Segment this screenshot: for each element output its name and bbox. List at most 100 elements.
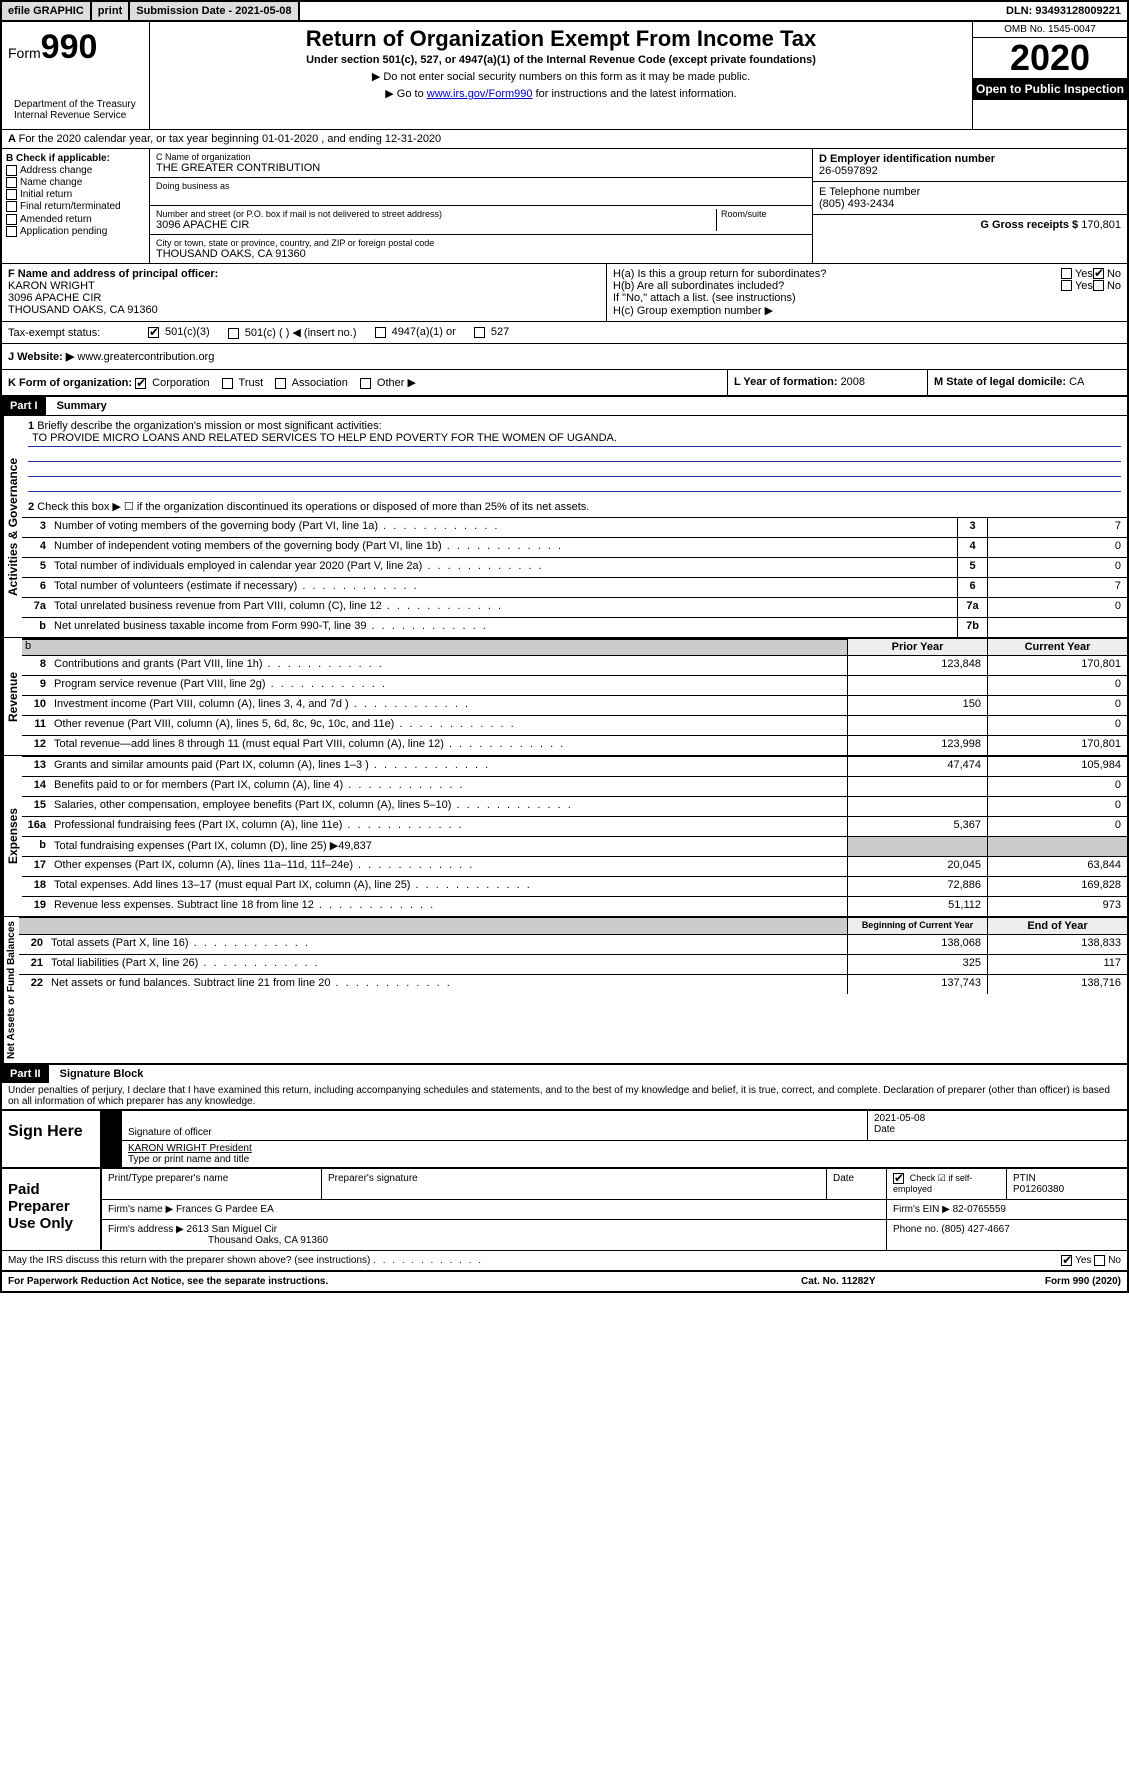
- header-right: OMB No. 1545-0047 2020 Open to Public In…: [972, 22, 1127, 129]
- sig-date: 2021-05-08: [874, 1113, 1121, 1124]
- ha-no-checkbox[interactable]: [1093, 268, 1104, 279]
- l-label: L Year of formation:: [734, 376, 841, 388]
- submission-date: Submission Date - 2021-05-08: [130, 2, 299, 20]
- summary-line: 4Number of independent voting members of…: [22, 537, 1127, 557]
- officer-name: KARON WRIGHT: [8, 280, 600, 292]
- summary-line: 16aProfessional fundraising fees (Part I…: [22, 816, 1127, 836]
- k-label: K Form of organization:: [8, 377, 132, 389]
- box-m: M State of legal domicile: CA: [927, 370, 1127, 395]
- box-b: B Check if applicable: Address changeNam…: [2, 149, 150, 263]
- form-title: Return of Organization Exempt From Incom…: [160, 26, 962, 52]
- prior-year-header: Prior Year: [847, 639, 987, 655]
- box-b-option[interactable]: Name change: [6, 177, 145, 188]
- dln: DLN: 93493128009221: [300, 2, 1127, 20]
- summary-line: 11Other revenue (Part VIII, column (A), …: [22, 715, 1127, 735]
- box-b-option[interactable]: Amended return: [6, 214, 145, 225]
- form-header: Form990 Department of the Treasury Inter…: [2, 22, 1127, 129]
- discuss-no-checkbox[interactable]: [1094, 1255, 1105, 1266]
- box-l: L Year of formation: 2008: [727, 370, 927, 395]
- line2-text: Check this box ▶ ☐ if the organization d…: [37, 501, 589, 513]
- cat-no: Cat. No. 11282Y: [801, 1276, 981, 1287]
- form-container: Form990 Department of the Treasury Inter…: [0, 22, 1129, 1293]
- box-k: K Form of organization: Corporation Trus…: [2, 370, 727, 395]
- summary-line: 21Total liabilities (Part X, line 26)325…: [19, 954, 1127, 974]
- mission-text: TO PROVIDE MICRO LOANS AND RELATED SERVI…: [28, 432, 1121, 447]
- ptin-label: PTIN: [1013, 1173, 1121, 1184]
- form-id-block: Form990 Department of the Treasury Inter…: [2, 22, 150, 129]
- prep-date-label: Date: [827, 1169, 887, 1199]
- firm-addr-label: Firm's address ▶: [108, 1224, 184, 1235]
- part2-title: Signature Block: [52, 1065, 152, 1083]
- part1-header: Part I: [2, 397, 46, 415]
- form-org-option[interactable]: Association: [275, 377, 348, 389]
- vlabel-expenses: Expenses: [2, 756, 22, 916]
- form-word: Form: [8, 45, 41, 61]
- l-val: 2008: [841, 376, 865, 388]
- hb-no-checkbox[interactable]: [1093, 280, 1104, 291]
- form-org-option[interactable]: Trust: [222, 377, 264, 389]
- summary-line: 15Salaries, other compensation, employee…: [22, 796, 1127, 816]
- tax-status-option[interactable]: 501(c) ( ) ◀ (insert no.): [228, 326, 357, 339]
- tax-status-option[interactable]: 4947(a)(1) or: [375, 326, 456, 339]
- box-b-option[interactable]: Address change: [6, 165, 145, 176]
- discuss-yes-checkbox[interactable]: [1061, 1255, 1072, 1266]
- tax-period: A For the 2020 calendar year, or tax yea…: [2, 129, 1127, 148]
- section-expenses: Expenses 13Grants and similar amounts pa…: [2, 755, 1127, 916]
- irs-link[interactable]: www.irs.gov/Form990: [427, 88, 533, 100]
- omb-number: OMB No. 1545-0047: [973, 22, 1127, 38]
- vlabel-netassets: Net Assets or Fund Balances: [2, 917, 19, 1063]
- box-b-option[interactable]: Application pending: [6, 226, 145, 237]
- tax-year: 2020: [973, 38, 1127, 78]
- ha-label: H(a) Is this a group return for subordin…: [613, 268, 1061, 280]
- box-c: C Name of organizationTHE GREATER CONTRI…: [150, 149, 812, 263]
- form-subtitle: Under section 501(c), 527, or 4947(a)(1)…: [160, 54, 962, 66]
- paid-preparer-section: Paid Preparer Use Only Print/Type prepar…: [2, 1167, 1127, 1250]
- phone-label: E Telephone number: [819, 186, 1121, 198]
- prep-sig-label: Preparer's signature: [322, 1169, 827, 1199]
- form-org-option[interactable]: Other ▶: [360, 377, 416, 389]
- current-year-header: Current Year: [987, 639, 1127, 655]
- ha-yes-checkbox[interactable]: [1061, 268, 1072, 279]
- city-label: City or town, state or province, country…: [156, 238, 806, 248]
- summary-line: 13Grants and similar amounts paid (Part …: [22, 756, 1127, 776]
- m-label: M State of legal domicile:: [934, 376, 1069, 388]
- summary-line: 6Total number of volunteers (estimate if…: [22, 577, 1127, 597]
- section-revenue: Revenue bPrior YearCurrent Year 8Contrib…: [2, 637, 1127, 755]
- ssn-warning: ▶ Do not enter social security numbers o…: [160, 70, 962, 83]
- instructions-link-row: ▶ Go to www.irs.gov/Form990 for instruct…: [160, 87, 962, 100]
- tax-status-option[interactable]: 501(c)(3): [148, 326, 210, 339]
- summary-line: 3Number of voting members of the governi…: [22, 517, 1127, 537]
- firm-ein: 82-0765559: [953, 1204, 1006, 1215]
- discuss-row: May the IRS discuss this return with the…: [2, 1250, 1127, 1270]
- summary-line: 12Total revenue—add lines 8 through 11 (…: [22, 735, 1127, 755]
- phone: (805) 493-2434: [819, 198, 1121, 210]
- mission-label: Briefly describe the organization's miss…: [37, 420, 381, 432]
- paid-preparer-label: Paid Preparer Use Only: [2, 1169, 102, 1250]
- penalty-text: Under penalties of perjury, I declare th…: [2, 1083, 1127, 1109]
- part1-title: Summary: [49, 397, 115, 415]
- tax-status-option[interactable]: 527: [474, 326, 509, 339]
- form-org-option[interactable]: Corporation: [135, 377, 210, 389]
- discuss-no: No: [1108, 1255, 1121, 1266]
- header-center: Return of Organization Exempt From Incom…: [150, 22, 972, 129]
- summary-line: 22Net assets or fund balances. Subtract …: [19, 974, 1127, 994]
- period-text: For the 2020 calendar year, or tax year …: [19, 133, 442, 145]
- firm-name: Frances G Pardee EA: [176, 1204, 274, 1215]
- form-footer: Form 990 (2020): [981, 1276, 1121, 1287]
- hb-yes-checkbox[interactable]: [1061, 280, 1072, 291]
- box-b-option[interactable]: Initial return: [6, 189, 145, 200]
- print-button[interactable]: print: [92, 2, 130, 20]
- part2-row: Part II Signature Block: [2, 1063, 1127, 1083]
- city: THOUSAND OAKS, CA 91360: [156, 248, 806, 260]
- dba-label: Doing business as: [156, 181, 806, 191]
- summary-line: bTotal fundraising expenses (Part IX, co…: [22, 836, 1127, 856]
- part1-row: Part I Summary: [2, 395, 1127, 415]
- summary-line: 5Total number of individuals employed in…: [22, 557, 1127, 577]
- box-b-option[interactable]: Final return/terminated: [6, 201, 145, 212]
- yes-label2: Yes: [1075, 280, 1093, 292]
- summary-line: 8Contributions and grants (Part VIII, li…: [22, 655, 1127, 675]
- self-employed-checkbox[interactable]: [893, 1173, 904, 1184]
- open-public-badge: Open to Public Inspection: [973, 78, 1127, 100]
- box-h: H(a) Is this a group return for subordin…: [607, 264, 1127, 321]
- part2-header: Part II: [2, 1065, 49, 1083]
